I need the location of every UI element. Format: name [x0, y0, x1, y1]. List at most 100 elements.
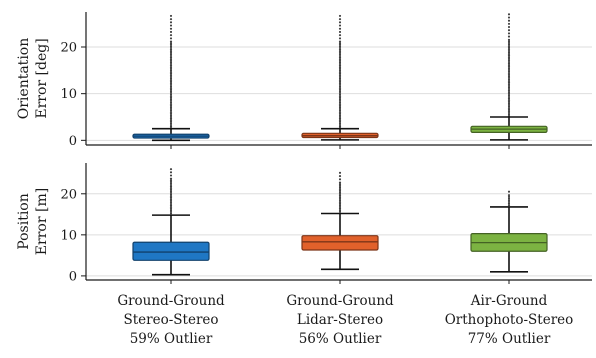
flier-point — [169, 195, 173, 198]
y-tick-label-position-10: 10 — [60, 228, 77, 243]
flier-point — [338, 37, 342, 40]
iqr-box-position-1 — [301, 235, 379, 251]
flier-point — [507, 45, 511, 48]
flier-point — [338, 58, 342, 61]
flier-point — [338, 109, 342, 112]
flier-point — [169, 27, 173, 30]
flier-point — [169, 185, 173, 188]
flier-point — [169, 206, 173, 209]
flier-point — [169, 24, 173, 27]
flier-point — [169, 50, 173, 53]
category-label-0-line3: 59% Outlier — [129, 331, 213, 347]
flier-point — [169, 61, 173, 64]
box-orientation-1 — [301, 14, 379, 141]
flier-point — [507, 204, 511, 207]
flier-point — [169, 77, 173, 80]
flier-point — [338, 96, 342, 99]
flier-point — [169, 85, 173, 88]
flier-point — [507, 22, 511, 25]
category-label-2-line3: 77% Outlier — [467, 331, 551, 347]
flier-point — [507, 99, 511, 102]
flier-point — [169, 101, 173, 104]
flier-point — [169, 67, 173, 70]
box-position-0 — [132, 168, 210, 276]
flier-point — [338, 50, 342, 53]
flier-point — [169, 83, 173, 86]
flier-point — [338, 80, 342, 83]
flier-point — [338, 103, 342, 106]
flier-point — [338, 54, 342, 58]
flier-point — [338, 77, 342, 80]
flier-point — [169, 98, 173, 101]
flier-point — [169, 188, 173, 191]
flier-point — [338, 34, 342, 37]
flier-point — [507, 19, 511, 22]
flier-point — [169, 42, 173, 45]
flier-point — [169, 204, 173, 207]
flier-point — [169, 96, 173, 99]
flier-point — [507, 80, 511, 83]
y-axis-title-line-position-1: Error [m] — [34, 188, 50, 255]
flier-point — [507, 95, 511, 99]
box-orientation-0 — [132, 14, 210, 142]
flier-point — [338, 122, 342, 125]
flier-point — [169, 198, 173, 201]
flier-point — [507, 65, 511, 68]
flier-point — [169, 174, 173, 177]
flier-point — [507, 84, 511, 87]
flier-point — [169, 106, 173, 109]
flier-point — [507, 103, 511, 106]
category-label-1-line3: 56% Outlier — [298, 331, 382, 347]
flier-point — [169, 202, 173, 206]
iqr-box-position-0 — [132, 241, 210, 261]
flier-point — [169, 82, 173, 85]
flier-point — [338, 181, 342, 184]
flier-point — [507, 111, 511, 114]
flier-point — [169, 99, 173, 102]
flier-point — [338, 62, 342, 66]
flier-point — [338, 186, 342, 189]
flier-point — [507, 60, 511, 64]
flier-point — [169, 112, 173, 115]
flier-point — [169, 95, 173, 98]
y-tick-label-position-20: 20 — [60, 187, 77, 202]
flier-point — [169, 117, 173, 120]
flier-point — [507, 89, 511, 92]
flier-point — [507, 194, 511, 197]
flier-point — [507, 110, 511, 113]
flier-point — [169, 122, 173, 125]
category-label-1-line2: Lidar-Stereo — [296, 312, 384, 328]
flier-point — [338, 83, 342, 86]
flier-point — [169, 199, 173, 202]
category-label-2-line2: Orthophoto-Stereo — [444, 312, 574, 328]
flier-point — [338, 112, 342, 115]
flier-point — [169, 62, 173, 66]
flier-point — [338, 91, 342, 94]
flier-point — [338, 175, 342, 178]
flier-point — [338, 56, 342, 59]
flier-point — [169, 51, 173, 54]
flier-point — [507, 200, 511, 203]
flier-point — [507, 40, 511, 43]
flier-point — [338, 210, 342, 213]
flier-point — [507, 26, 511, 29]
flier-point — [338, 201, 342, 204]
flier-point — [169, 191, 173, 194]
y-axis-title-line-position-0: Position — [16, 193, 32, 250]
fliers-position-0 — [169, 168, 173, 215]
flier-point — [338, 194, 342, 197]
flier-point — [338, 66, 342, 69]
flier-point — [169, 21, 173, 24]
flier-point — [169, 104, 173, 107]
flier-point — [169, 168, 173, 171]
flier-point — [338, 88, 342, 91]
flier-point — [338, 125, 342, 128]
flier-point — [169, 180, 173, 183]
flier-point — [507, 199, 511, 202]
flier-point — [338, 120, 342, 123]
flier-point — [338, 111, 342, 114]
flier-point — [169, 37, 173, 40]
flier-point — [338, 14, 342, 17]
flier-point — [169, 66, 173, 69]
